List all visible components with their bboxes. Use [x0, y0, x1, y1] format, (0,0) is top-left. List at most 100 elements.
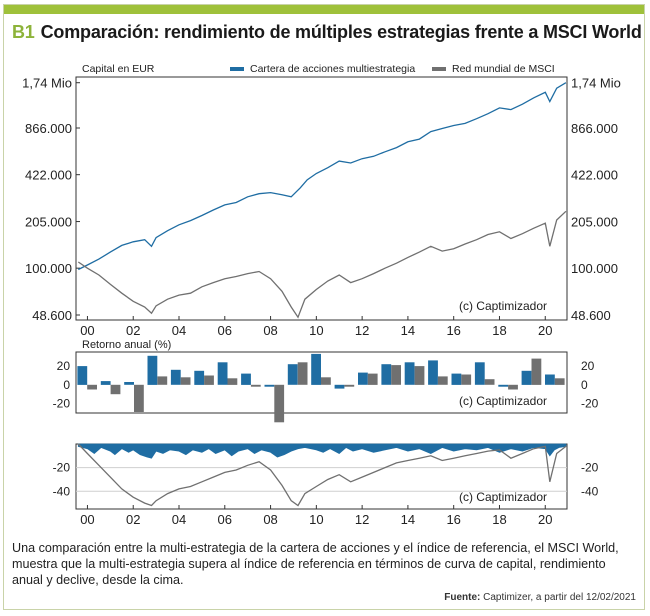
chart2-ytick-left: 20 [57, 359, 71, 373]
chart1-ytick-right: 866.000 [571, 121, 618, 136]
series-line-strategy [78, 82, 567, 271]
figure-title: B1 Comparación: rendimiento de múltiples … [12, 22, 642, 43]
chart1-ytick-left: 48.600 [32, 308, 72, 323]
chart3-xtick-label: 20 [538, 512, 552, 527]
chart1-y-label: Capital en EUR [82, 63, 155, 75]
chart1-xtick-label: 18 [492, 323, 506, 338]
chart1-xtick-label: 02 [126, 323, 140, 338]
chart1-xtick-label: 00 [80, 323, 94, 338]
chart3-xtick-label: 04 [172, 512, 186, 527]
legend-swatch-strategy [230, 67, 244, 71]
legend-swatch-benchmark [432, 67, 446, 71]
chart2-y-label: Retorno anual (%) [82, 339, 171, 351]
bar-strategy [217, 362, 228, 385]
chart1-ytick-left: 205.000 [25, 215, 72, 230]
bar-strategy [498, 384, 509, 387]
chart3-xtick-label: 18 [492, 512, 506, 527]
bar-strategy [474, 362, 485, 385]
chart1-xtick-label: 10 [309, 323, 323, 338]
chart1-xtick-label: 08 [263, 323, 277, 338]
bar-benchmark [134, 384, 144, 412]
series-line-benchmark [77, 210, 567, 319]
bar-strategy [521, 370, 532, 385]
chart1-xtick-label: 20 [538, 323, 552, 338]
chart2-ytick-left: 0 [63, 378, 70, 392]
chart1-ytick-left: 100.000 [25, 261, 72, 276]
chart2-ytick-right: -20 [581, 397, 599, 411]
bar-strategy [194, 370, 205, 385]
chart3-xtick-label: 12 [355, 512, 369, 527]
bar-benchmark [157, 376, 168, 385]
chart1-xtick-label: 14 [401, 323, 415, 338]
figure-caption: Una comparación entre la multi-estrategi… [12, 541, 619, 587]
chart3-xtick-label: 06 [218, 512, 232, 527]
bar-benchmark [414, 366, 425, 385]
bar-strategy [428, 360, 438, 385]
bar-benchmark [204, 375, 214, 385]
chart1-xtick-label: 04 [172, 323, 186, 338]
chart2-watermark: (c) Captimizador [459, 394, 547, 408]
bar-benchmark [180, 377, 191, 385]
bar-strategy [124, 382, 134, 385]
chart1-watermark: (c) Captimizador [459, 299, 547, 313]
bar-strategy [264, 384, 275, 387]
chart2-plot-area [75, 351, 568, 414]
bar-strategy [381, 364, 392, 385]
chart1-ytick-left: 866.000 [25, 121, 72, 136]
source-text: Captimizer, a partir del 12/02/2021 [483, 592, 636, 603]
legend-label-strategy: Cartera de acciones multiestrategia [250, 63, 415, 75]
chart3-xtick-label: 08 [263, 512, 277, 527]
bar-benchmark [274, 384, 285, 423]
bar-strategy [147, 355, 158, 385]
bar-strategy [451, 373, 462, 385]
bar-strategy [287, 364, 298, 385]
chart1-plot-area [75, 76, 568, 321]
legend-label-benchmark: Red mundial de MSCI [452, 63, 555, 75]
bar-benchmark [437, 376, 448, 385]
bar-strategy [404, 362, 415, 385]
bar-benchmark [461, 374, 472, 385]
chart3-xtick-label: 10 [309, 512, 323, 527]
chart3-xtick-label: 02 [126, 512, 140, 527]
chart3-watermark: (c) Captimizador [459, 490, 547, 504]
bar-benchmark [554, 378, 565, 385]
chart3-ytick-right: -40 [581, 484, 599, 498]
bar-benchmark [508, 384, 518, 390]
bar-benchmark [321, 377, 331, 385]
chart2-ytick-right: 0 [581, 378, 588, 392]
chart3-ytick-right: -20 [581, 461, 599, 475]
bar-benchmark [250, 384, 261, 387]
bar-benchmark [531, 358, 542, 385]
bar-benchmark [344, 384, 355, 387]
chart2-ytick-right: 20 [581, 359, 595, 373]
chart3-ytick-left: -20 [53, 461, 71, 475]
charts-svg: Capital en EUR Cartera de acciones multie… [22, 63, 621, 527]
bar-strategy [100, 381, 111, 385]
chart1-ytick-right: 100.000 [571, 261, 618, 276]
chart3-xtick-label: 14 [401, 512, 415, 527]
bar-benchmark [297, 362, 308, 385]
chart1-xtick-label: 12 [355, 323, 369, 338]
chart1-ytick-right: 1,74 Mio [571, 76, 621, 91]
figure-title-text: Comparación: rendimiento de múltiples es… [40, 22, 642, 42]
bar-benchmark [391, 365, 401, 385]
source-label: Fuente: [444, 592, 481, 603]
figure-source: Fuente: Captimizer, a partir del 12/02/2… [444, 592, 636, 603]
chart1-ytick-right: 205.000 [571, 215, 618, 230]
bar-strategy [170, 369, 181, 385]
chart2-ytick-left: -20 [53, 397, 71, 411]
chart1-ytick-right: 48.600 [571, 308, 611, 323]
chart3-xtick-label: 00 [80, 512, 94, 527]
chart1-ytick-right: 422.000 [571, 168, 618, 183]
chart1-xtick-label: 16 [446, 323, 460, 338]
figure-tag: B1 [12, 22, 35, 42]
drawdown-line-benchmark [77, 443, 567, 507]
bar-strategy [334, 384, 345, 389]
accent-bar [4, 5, 644, 14]
bar-benchmark [110, 384, 121, 395]
chart1-ytick-left: 422.000 [25, 168, 72, 183]
bar-strategy [358, 372, 368, 385]
bar-strategy [241, 373, 251, 385]
bar-strategy [311, 353, 321, 385]
chart1-xtick-label: 06 [218, 323, 232, 338]
